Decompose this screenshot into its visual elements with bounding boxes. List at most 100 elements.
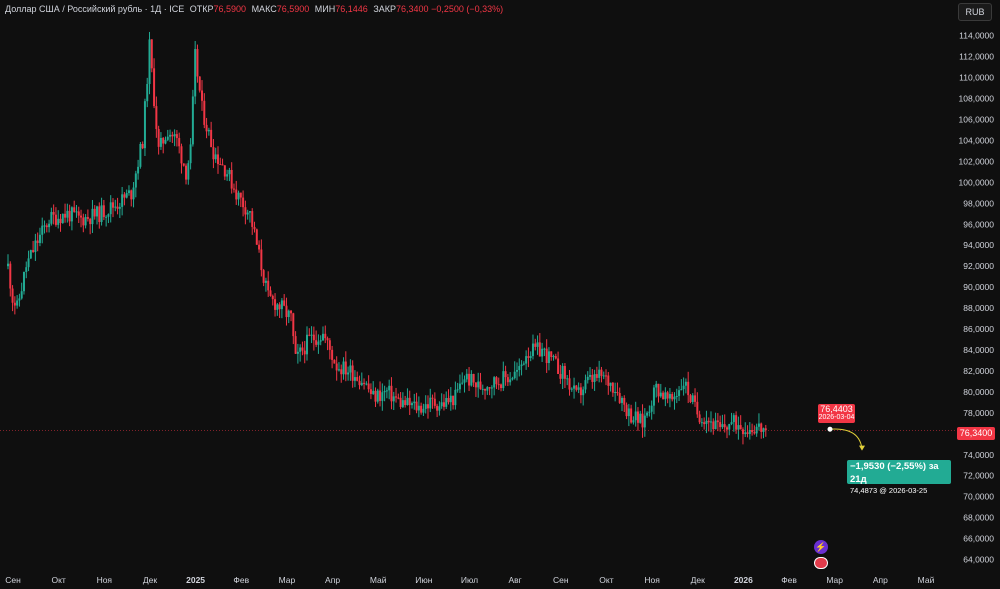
candle-body (534, 343, 537, 347)
symbol-header[interactable]: Доллар США / Российский рубль · 1Д · ICE… (5, 4, 503, 14)
candle-body (518, 366, 521, 371)
candle-body (123, 194, 126, 198)
candle-body (392, 396, 395, 402)
y-tick-label: 82,0000 (963, 366, 994, 376)
x-tick-label: Июн (415, 575, 432, 585)
candle-body (333, 359, 336, 364)
candle-body (105, 216, 108, 218)
candle-body (557, 358, 560, 374)
candle-body (552, 356, 555, 358)
forecast-start-dot (827, 426, 833, 432)
lightning-icon[interactable]: ⚡ (814, 540, 828, 554)
x-tick-label: Фев (781, 575, 797, 585)
candle-body (155, 106, 158, 130)
candle-body (134, 173, 137, 188)
candle-body (525, 356, 528, 364)
candle-body (570, 388, 573, 390)
x-tick-label: Окт (51, 575, 65, 585)
candle-body (474, 382, 477, 388)
candle-body (102, 205, 105, 218)
candle-body (148, 39, 151, 85)
candle-body (639, 413, 642, 423)
candle-body (310, 334, 313, 336)
candle-body (472, 373, 475, 383)
y-tick-label: 110,0000 (959, 73, 994, 83)
candle-body (207, 129, 210, 132)
candle-body (593, 374, 596, 382)
currency-button[interactable]: RUB (958, 3, 992, 21)
candle-body (292, 313, 295, 337)
y-axis[interactable]: 64,0000 66,0000 68,0000 70,0000 72,0000 74,00… (959, 31, 995, 565)
candle-body (290, 310, 293, 314)
candle-body (735, 415, 738, 430)
candle-body (705, 420, 708, 425)
y-tick-label: 88,0000 (963, 303, 994, 313)
candle-body (301, 347, 304, 351)
candle-body (536, 342, 539, 347)
candle-body (652, 387, 655, 406)
candle-body (20, 291, 23, 299)
candle-body (630, 408, 633, 423)
candle-body (223, 165, 226, 177)
candle-body (319, 340, 322, 342)
candle-body (180, 146, 183, 164)
candle-body (84, 217, 87, 226)
candle-body (605, 375, 608, 377)
candle-body (627, 408, 630, 417)
candle-body (287, 310, 290, 318)
candle-body (349, 365, 352, 373)
candle-body (7, 263, 9, 267)
candle-body (381, 392, 384, 401)
candle-body (86, 217, 89, 219)
candle-body (741, 429, 744, 435)
low-value: 76,1446 (335, 4, 368, 14)
candle-body (376, 390, 379, 402)
y-tick-label: 108,0000 (959, 94, 995, 104)
candle-body (401, 400, 404, 407)
candle-body (221, 164, 224, 166)
candle-body (513, 371, 516, 379)
candle-body (399, 397, 402, 407)
candle-body (550, 351, 553, 357)
candle-body (415, 401, 418, 411)
candle-body (283, 300, 286, 306)
candle-body (728, 423, 731, 430)
x-tick-label: Окт (599, 575, 613, 585)
candle-body (66, 210, 69, 218)
candle-body (50, 211, 53, 224)
candle-body (664, 392, 667, 400)
candle-body (210, 129, 213, 148)
forecast-curve (829, 428, 863, 450)
us-flag-icon[interactable] (814, 557, 828, 569)
candle-body (500, 384, 503, 389)
forecast-box[interactable]: −1,9530 (−2,55%) за 21д 74,4873 @ 2026-0… (847, 460, 951, 495)
candle-body (458, 383, 461, 390)
candle-body (11, 288, 14, 303)
y-tick-label: 104,0000 (959, 135, 995, 145)
candle-body (675, 395, 678, 397)
candle-body (114, 206, 117, 208)
symbol-title: Доллар США / Российский рубль · 1Д · ICE (5, 4, 185, 14)
candle-body (253, 226, 256, 230)
forecast-arrow (859, 445, 865, 451)
candle-body (424, 404, 427, 409)
candle-body (127, 190, 130, 194)
candle-body (27, 258, 30, 268)
candle-body (29, 250, 32, 259)
candle-body (365, 383, 368, 385)
candles (7, 31, 767, 445)
x-axis[interactable]: Сен Окт Ноя Дек 2025 Фев Мар Апр Май Июн Июл Авг Сен… (5, 575, 934, 585)
candle-body (764, 428, 767, 431)
candle-body (143, 101, 146, 149)
x-tick-label: Июл (461, 575, 478, 585)
candle-body (746, 432, 749, 434)
candle-body (216, 154, 219, 165)
candle-body (607, 375, 610, 386)
candle-body (655, 383, 658, 388)
y-tick-label: 100,0000 (959, 177, 995, 187)
x-tick-label: 2025 (186, 575, 205, 585)
candle-body (385, 390, 388, 392)
candle-body (303, 350, 306, 355)
y-tick-label: 98,0000 (963, 198, 994, 208)
